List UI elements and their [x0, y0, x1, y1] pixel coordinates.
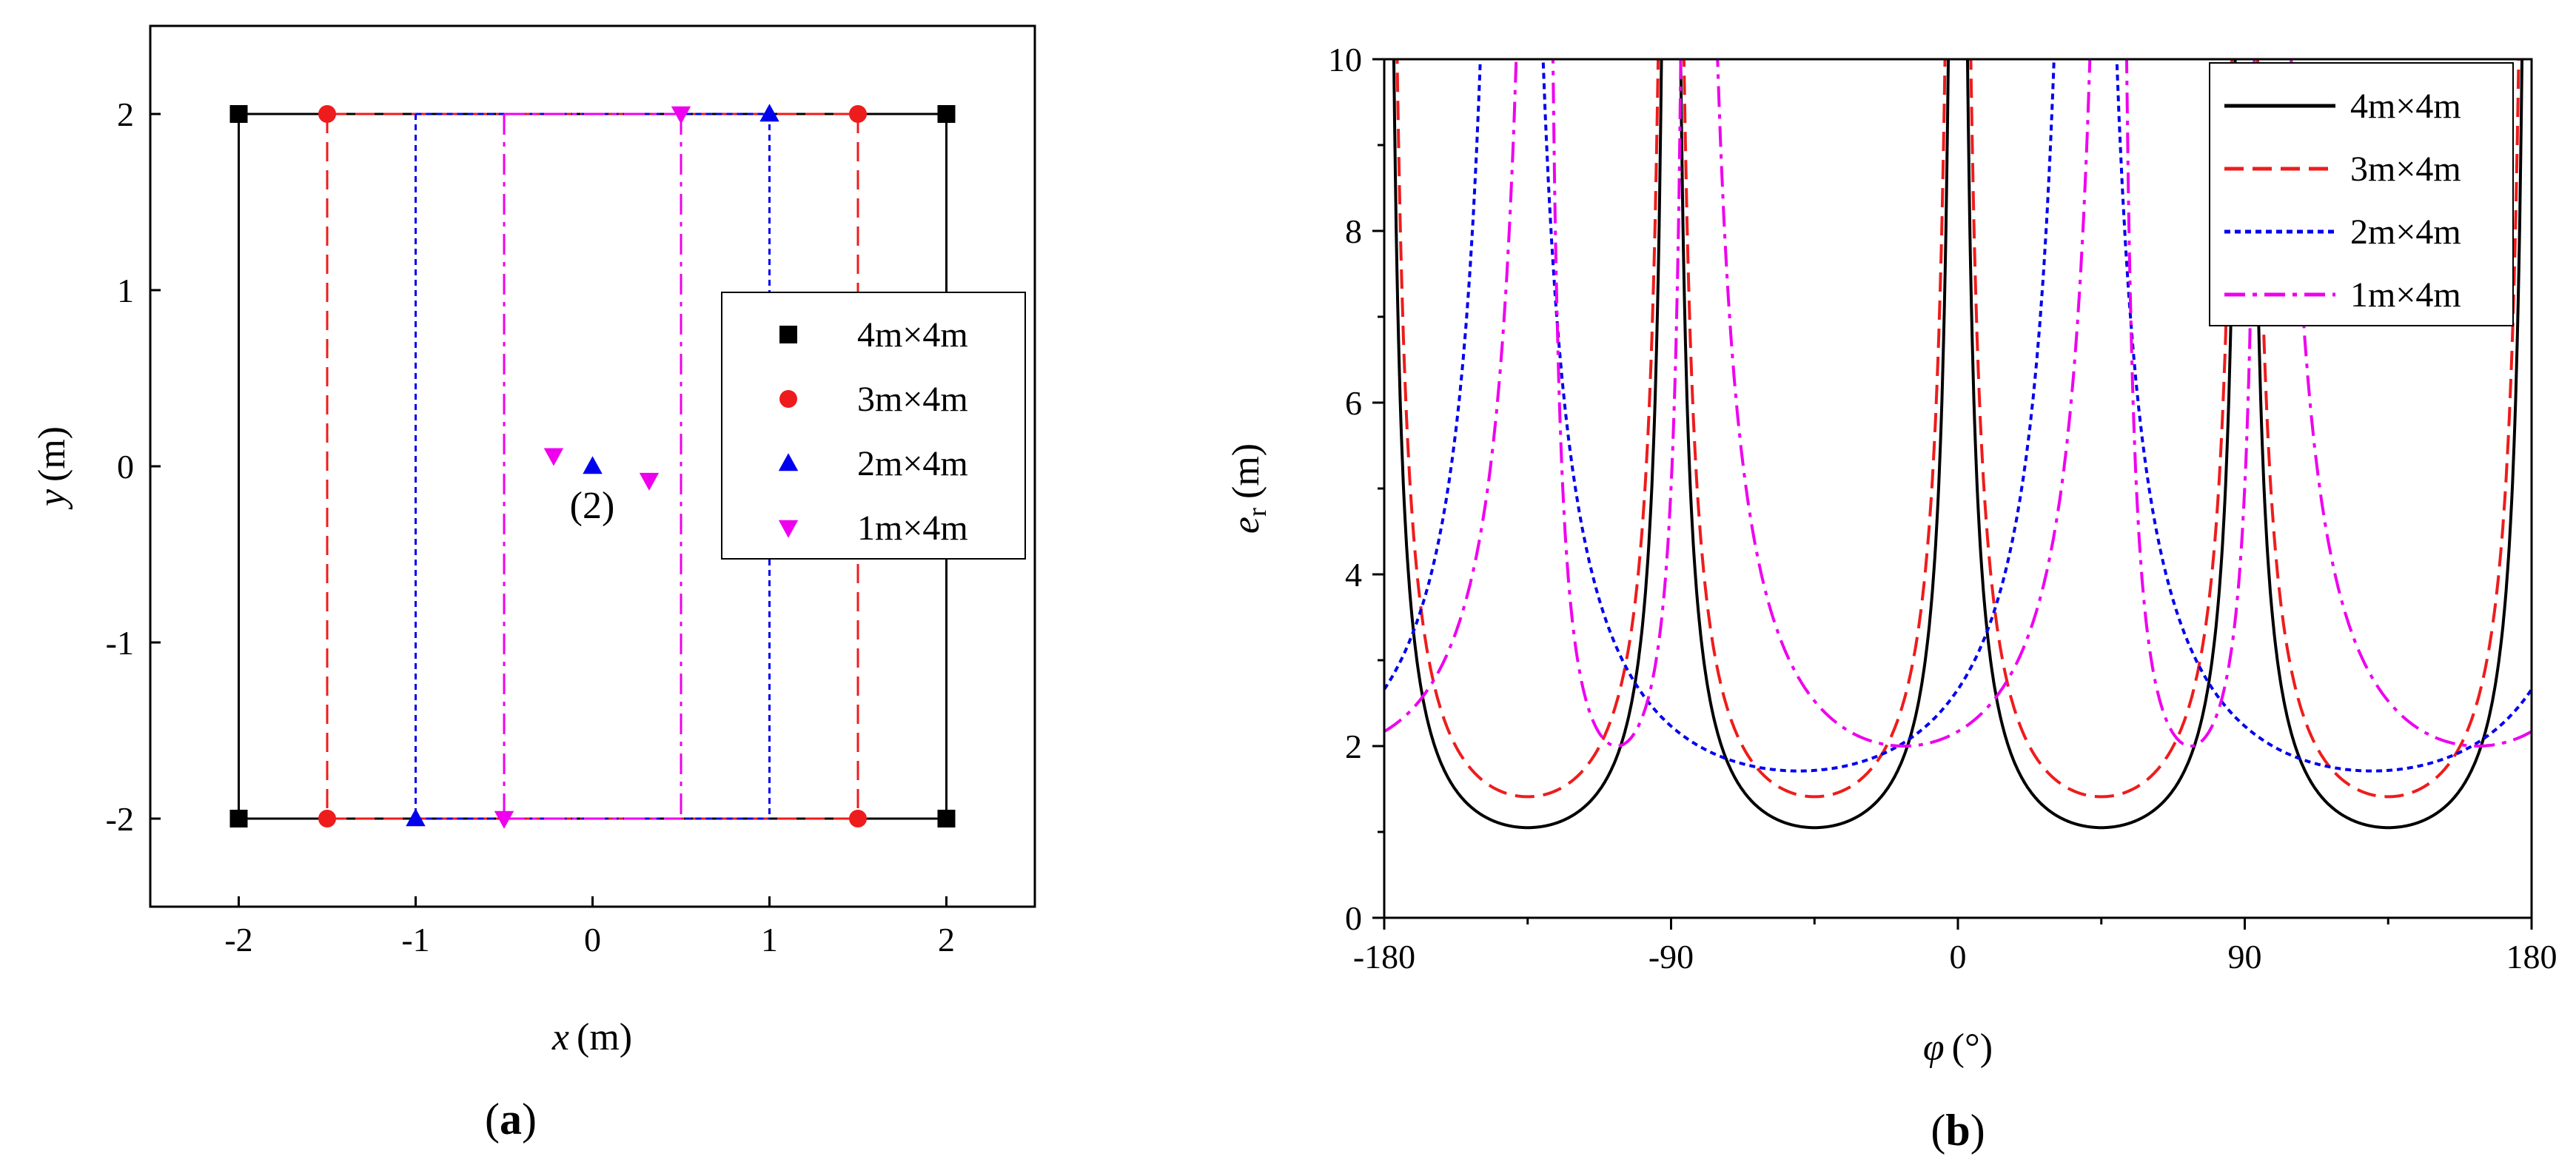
chart-b-legend: 4m×4m 3m×4m 2m×4m 1m×4m [2209, 62, 2514, 326]
marker-2mx4m-1 [406, 808, 426, 827]
y-tick-label: 2 [117, 95, 134, 133]
legend-marker-4mx4m [779, 326, 797, 343]
series-1mx4m-curve [1384, 59, 2532, 748]
series-1mx4m-outline [503, 113, 682, 820]
y-tick-label: 0 [1345, 899, 1362, 937]
x-tick-label: -90 [1648, 938, 1694, 976]
x-tick-label: 0 [584, 921, 601, 958]
chart-a-annotation: (2) [570, 485, 615, 527]
marker-1mx4m-2 [543, 448, 564, 466]
chart-a-legend-box [721, 292, 1026, 560]
x-tick-label: 2 [938, 921, 955, 958]
chart-a-ylabel: y(m) [31, 426, 73, 510]
x-tick-label: -1 [401, 921, 429, 958]
legend-marker-3mx4m [779, 390, 797, 408]
x-tick-label: -2 [224, 921, 252, 958]
marker-3mx4m-3 [849, 810, 867, 827]
chart-b: -180 -90 0 90 180 0 2 4 6 8 10 4m×4m 3m×4m 2m×4m 1m×4… [1225, 41, 2557, 1155]
legend-label-2mx4m: 2m×4m [857, 444, 968, 483]
chart-a-markers [229, 104, 956, 829]
marker-2mx4m-0 [759, 104, 779, 122]
marker-3mx4m-0 [318, 105, 336, 123]
y-tick-label: 8 [1345, 212, 1362, 250]
marker-4mx4m-2 [229, 810, 248, 827]
marker-4mx4m-3 [937, 810, 956, 827]
series-3mx4m-curve [1395, 59, 2520, 799]
chart-a-legend: 4m×4m 3m×4m 2m×4m 1m×4m [721, 292, 1026, 560]
legend-label-4mx4m: 4m×4m [857, 315, 968, 355]
x-tick-label: 0 [1950, 938, 1967, 976]
series-4mx4m-curve [1392, 59, 2524, 830]
x-tick-label: 90 [2228, 938, 2262, 976]
legend-label-4mx4m: 4m×4m [2350, 87, 2461, 126]
marker-3mx4m-1 [849, 105, 867, 123]
legend-label-3mx4m: 3m×4m [857, 380, 968, 419]
legend-label-1mx4m: 1m×4m [2350, 275, 2461, 315]
y-tick-label: 2 [1345, 728, 1362, 765]
legend-label-3mx4m: 3m×4m [2350, 150, 2461, 189]
y-tick-label: -1 [106, 624, 134, 662]
y-tick-label: -2 [106, 800, 134, 838]
chart-b-ylabel: er(m) [1225, 443, 1272, 534]
marker-1mx4m-0 [671, 106, 691, 124]
chart-b-panel-label: (b) [1931, 1106, 1985, 1155]
legend-label-1mx4m: 1m×4m [857, 508, 968, 548]
marker-4mx4m-0 [229, 105, 248, 123]
chart-a-ticks: -2 -1 0 1 2 -2 -1 0 1 2 [106, 95, 955, 958]
series-2mx4m-curve [1384, 59, 2532, 773]
x-tick-label: 180 [2506, 938, 2557, 976]
marker-3mx4m-2 [318, 810, 336, 827]
y-tick-label: 4 [1345, 556, 1362, 594]
marker-2mx4m-2 [583, 456, 603, 474]
chart-b-xlabel: φ (°) [1923, 1027, 1993, 1069]
chart-b-ticks: -180 -90 0 90 180 0 2 4 6 8 10 [1328, 41, 2557, 976]
y-tick-label: 0 [117, 448, 134, 486]
legend-marker-2mx4m [778, 453, 799, 471]
chart-b-lines [1384, 59, 2532, 830]
x-tick-label: -180 [1353, 938, 1415, 976]
marker-4mx4m-1 [937, 105, 956, 123]
y-tick-label: 1 [117, 272, 134, 309]
x-tick-label: 1 [761, 921, 778, 958]
chart-a-panel-label: (a) [485, 1095, 537, 1144]
legend-label-2mx4m: 2m×4m [2350, 212, 2461, 252]
legend-marker-1mx4m [778, 520, 799, 538]
y-tick-label: 10 [1328, 41, 1362, 78]
chart-a-xlabel: x (m) [551, 1016, 632, 1058]
marker-1mx4m-1 [494, 810, 514, 829]
y-tick-label: 6 [1345, 384, 1362, 422]
marker-1mx4m-3 [639, 472, 660, 491]
